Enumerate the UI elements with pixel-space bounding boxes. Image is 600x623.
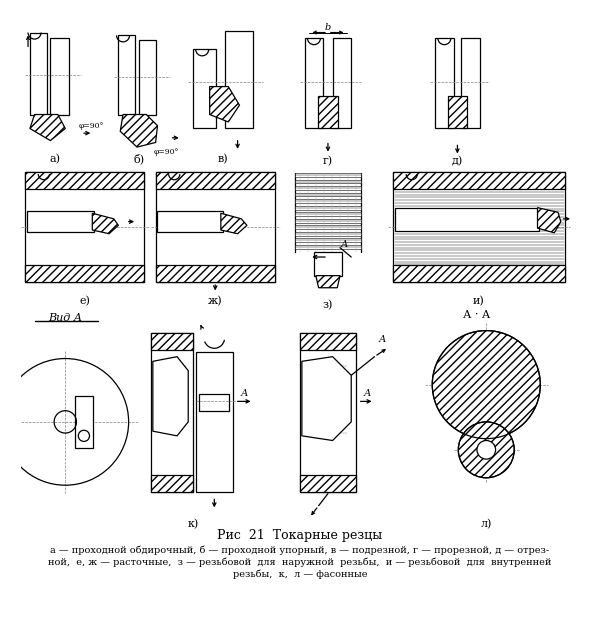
Polygon shape bbox=[295, 193, 361, 196]
Bar bbox=[25, 265, 145, 282]
Bar bbox=[393, 172, 565, 282]
Text: к): к) bbox=[187, 519, 199, 530]
Bar bbox=[395, 207, 539, 231]
Bar bbox=[300, 475, 356, 492]
Text: в): в) bbox=[217, 154, 228, 164]
Text: е): е) bbox=[79, 296, 90, 306]
Text: г): г) bbox=[323, 156, 333, 166]
Polygon shape bbox=[295, 199, 361, 203]
Circle shape bbox=[458, 422, 514, 478]
Polygon shape bbox=[295, 232, 361, 235]
Text: Вид А: Вид А bbox=[48, 313, 82, 323]
Polygon shape bbox=[193, 49, 216, 128]
Text: д): д) bbox=[452, 156, 463, 166]
Text: b: b bbox=[325, 24, 331, 32]
Bar bbox=[151, 333, 193, 492]
Text: Рис  21  Токарные резцы: Рис 21 Токарные резцы bbox=[217, 529, 383, 542]
Polygon shape bbox=[295, 239, 361, 242]
Text: А · А: А · А bbox=[463, 310, 491, 320]
Bar bbox=[155, 265, 275, 282]
Polygon shape bbox=[295, 226, 361, 229]
Text: а): а) bbox=[50, 154, 61, 164]
Polygon shape bbox=[139, 40, 155, 115]
Polygon shape bbox=[316, 275, 340, 288]
Bar bbox=[196, 352, 233, 492]
Bar bbox=[300, 333, 356, 492]
Polygon shape bbox=[92, 213, 118, 234]
Text: ж): ж) bbox=[208, 296, 223, 306]
Polygon shape bbox=[295, 245, 361, 249]
Polygon shape bbox=[295, 219, 361, 222]
Polygon shape bbox=[332, 38, 351, 128]
Text: б): б) bbox=[133, 154, 145, 164]
Bar bbox=[157, 211, 223, 232]
Polygon shape bbox=[295, 179, 361, 183]
Polygon shape bbox=[448, 96, 467, 128]
Bar bbox=[151, 333, 193, 350]
Text: А: А bbox=[340, 240, 347, 249]
Text: φ=90°: φ=90° bbox=[154, 148, 179, 156]
Polygon shape bbox=[120, 115, 157, 147]
Text: и): и) bbox=[473, 296, 485, 306]
Polygon shape bbox=[435, 38, 454, 128]
Text: резьбы,  к,  л — фасонные: резьбы, к, л — фасонные bbox=[233, 570, 367, 579]
Polygon shape bbox=[295, 173, 361, 177]
Polygon shape bbox=[538, 207, 561, 233]
Text: л): л) bbox=[481, 519, 492, 530]
Circle shape bbox=[477, 440, 496, 459]
Polygon shape bbox=[153, 357, 188, 436]
Text: φ=90°: φ=90° bbox=[79, 121, 104, 130]
Bar bbox=[199, 394, 229, 411]
Bar bbox=[74, 396, 93, 448]
Text: А: А bbox=[378, 335, 386, 345]
Text: ной,  е, ж — расточные,  з — резьбовой  для  наружной  резьбы,  и — резьбовой  д: ной, е, ж — расточные, з — резьбовой для… bbox=[49, 558, 551, 568]
Text: А: А bbox=[364, 389, 371, 399]
Polygon shape bbox=[461, 38, 480, 128]
Polygon shape bbox=[226, 31, 253, 128]
Circle shape bbox=[432, 331, 541, 439]
Polygon shape bbox=[305, 38, 323, 128]
Text: а — проходной обдирочный, б — проходной упорный, в — подрезной, г — прорезной, д: а — проходной обдирочный, б — проходной … bbox=[50, 546, 550, 555]
Polygon shape bbox=[295, 212, 361, 216]
Polygon shape bbox=[295, 186, 361, 190]
Bar bbox=[25, 172, 145, 282]
Polygon shape bbox=[302, 357, 351, 440]
Bar bbox=[155, 172, 275, 282]
Polygon shape bbox=[30, 115, 65, 141]
Polygon shape bbox=[30, 32, 47, 115]
Polygon shape bbox=[209, 87, 239, 122]
Polygon shape bbox=[50, 38, 69, 115]
Text: з): з) bbox=[323, 300, 333, 311]
Bar bbox=[393, 265, 565, 282]
Polygon shape bbox=[295, 206, 361, 209]
Bar bbox=[155, 172, 275, 189]
Polygon shape bbox=[221, 213, 247, 234]
Bar bbox=[300, 333, 356, 350]
Bar bbox=[27, 211, 94, 232]
Bar bbox=[393, 172, 565, 189]
Text: А: А bbox=[241, 389, 248, 399]
Bar bbox=[151, 475, 193, 492]
Polygon shape bbox=[118, 36, 135, 115]
Bar bbox=[25, 172, 145, 189]
Bar bbox=[314, 252, 342, 275]
Polygon shape bbox=[317, 96, 338, 128]
